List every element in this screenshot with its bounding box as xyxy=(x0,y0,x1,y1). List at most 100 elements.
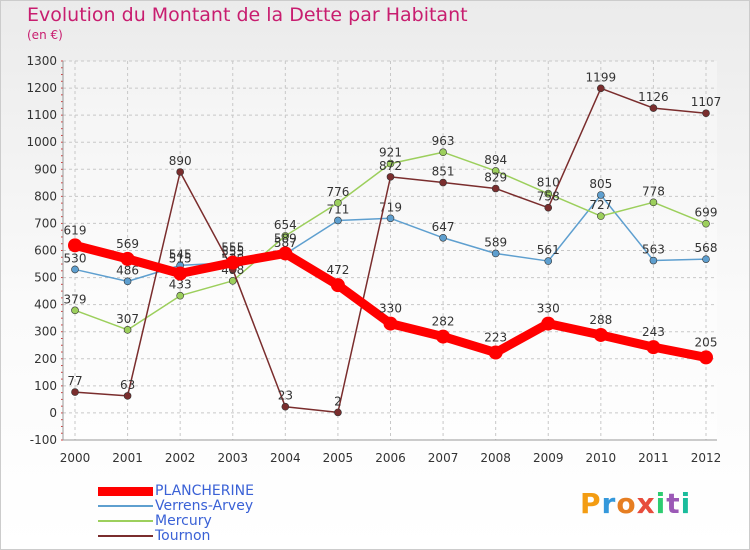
logo-letter: P xyxy=(580,487,602,520)
data-label-verrens-arvey: 805 xyxy=(589,177,612,191)
data-point-mercury xyxy=(702,219,710,228)
data-point-verrens-arvey xyxy=(649,256,658,265)
data-point-mercury xyxy=(228,277,237,285)
data-label-plancherine: 589 xyxy=(274,231,297,245)
y-tick-label: 0 xyxy=(49,406,57,420)
data-point-plancherine xyxy=(330,278,345,293)
y-tick-label: 1000 xyxy=(26,135,57,149)
data-label-plancherine: 569 xyxy=(116,237,139,251)
logo-letter: i xyxy=(655,487,667,520)
data-point-verrens-arvey xyxy=(123,277,132,286)
data-point-plancherine xyxy=(646,340,661,355)
proxiti-logo: Proxiti xyxy=(580,487,691,520)
x-tick-label: 2009 xyxy=(533,451,564,465)
data-label-plancherine: 282 xyxy=(432,315,455,329)
data-label-mercury: 307 xyxy=(116,312,139,326)
data-point-plancherine xyxy=(488,345,503,360)
data-label-tournon: 851 xyxy=(432,165,455,179)
y-tick-label: 300 xyxy=(34,325,57,339)
data-label-verrens-arvey: 589 xyxy=(484,235,507,249)
data-label-mercury: 379 xyxy=(64,292,87,306)
y-tick-label: 400 xyxy=(34,298,57,312)
y-tick-label: 900 xyxy=(34,162,57,176)
data-label-mercury: 727 xyxy=(589,198,612,212)
legend-label: Tournon xyxy=(155,528,211,544)
x-tick-label: 2008 xyxy=(480,451,511,465)
data-point-plancherine xyxy=(593,327,608,342)
data-point-tournon xyxy=(649,104,658,112)
x-tick-label: 2012 xyxy=(691,451,722,465)
data-label-plancherine: 515 xyxy=(169,252,192,266)
data-label-mercury: 921 xyxy=(379,146,402,160)
data-point-mercury xyxy=(491,167,500,175)
data-label-tournon: 2 xyxy=(334,394,342,408)
data-label-plancherine: 555 xyxy=(221,241,244,255)
data-label-tournon: 23 xyxy=(278,389,293,403)
data-label-verrens-arvey: 486 xyxy=(116,263,139,277)
legend-label: PLANCHERINE xyxy=(155,483,254,499)
data-label-mercury: 963 xyxy=(432,134,455,148)
y-tick-label: 1200 xyxy=(26,81,57,95)
data-point-plancherine xyxy=(436,329,451,344)
data-point-plancherine xyxy=(120,251,135,266)
data-label-tournon: 77 xyxy=(67,374,82,388)
y-tick-label: 700 xyxy=(34,216,57,230)
logo-letter: t xyxy=(666,487,681,520)
data-label-tournon: 63 xyxy=(120,378,135,392)
y-tick-label: 600 xyxy=(34,244,57,258)
data-label-tournon: 758 xyxy=(537,190,560,204)
data-label-verrens-arvey: 530 xyxy=(64,251,87,265)
legend-swatch-mercury xyxy=(98,520,153,522)
data-point-tournon xyxy=(334,408,342,417)
data-label-tournon: 1126 xyxy=(638,90,669,104)
data-point-verrens-arvey xyxy=(439,233,447,242)
data-label-verrens-arvey: 561 xyxy=(537,243,560,257)
data-label-verrens-arvey: 647 xyxy=(432,220,455,234)
legend-swatch-tournon xyxy=(98,535,153,537)
y-tick-label: 1100 xyxy=(26,108,57,122)
chart-title: Evolution du Montant de la Dette par Hab… xyxy=(27,4,468,26)
data-label-plancherine: 288 xyxy=(589,313,612,327)
data-point-verrens-arvey xyxy=(702,255,710,263)
data-label-tournon: 829 xyxy=(484,171,507,185)
data-point-mercury xyxy=(334,199,342,207)
logo-letter: i xyxy=(680,487,692,520)
data-label-plancherine: 330 xyxy=(379,302,402,316)
data-label-plancherine: 243 xyxy=(642,325,665,339)
data-label-mercury: 778 xyxy=(642,184,665,198)
data-point-verrens-arvey xyxy=(544,257,553,265)
data-point-tournon xyxy=(439,178,447,187)
y-tick-label: 100 xyxy=(34,379,57,393)
x-tick-label: 2011 xyxy=(638,451,669,465)
data-point-verrens-arvey xyxy=(334,216,342,225)
data-point-plancherine xyxy=(68,238,82,253)
data-point-plancherine xyxy=(278,246,293,261)
data-point-mercury xyxy=(439,148,447,157)
data-label-mercury: 654 xyxy=(274,218,297,232)
data-point-plancherine xyxy=(383,316,398,331)
y-tick-label: 800 xyxy=(34,189,57,203)
data-point-mercury xyxy=(71,306,79,315)
data-label-mercury: 776 xyxy=(326,185,349,199)
x-tick-label: 2003 xyxy=(217,451,248,465)
data-point-mercury xyxy=(649,198,658,207)
data-point-plancherine xyxy=(173,266,188,281)
y-tick-label: -100 xyxy=(30,433,57,447)
logo-letter: x xyxy=(636,487,656,520)
data-label-mercury: 894 xyxy=(484,153,507,167)
data-point-mercury xyxy=(386,159,395,168)
data-point-mercury xyxy=(123,326,132,334)
data-label-tournon: 1107 xyxy=(691,95,722,109)
x-tick-label: 2001 xyxy=(112,451,143,465)
y-tick-label: 500 xyxy=(34,271,57,285)
x-tick-label: 2010 xyxy=(586,451,617,465)
data-point-verrens-arvey xyxy=(71,265,79,274)
data-point-tournon xyxy=(702,109,710,118)
data-point-mercury xyxy=(281,232,290,240)
data-label-verrens-arvey: 568 xyxy=(695,241,718,255)
x-tick-label: 2005 xyxy=(323,451,354,465)
data-point-verrens-arvey xyxy=(491,249,500,258)
logo-letter: r xyxy=(601,487,617,520)
